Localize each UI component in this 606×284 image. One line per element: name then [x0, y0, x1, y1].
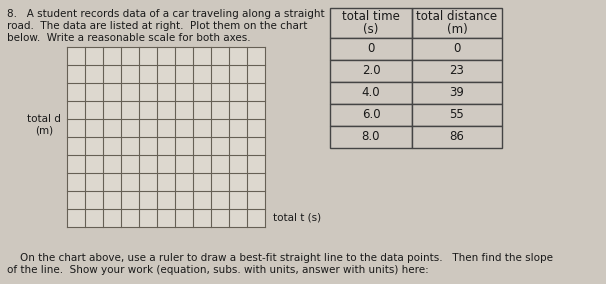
Text: (s): (s)	[364, 24, 379, 37]
Text: 8.   A student records data of a car traveling along a straight: 8. A student records data of a car trave…	[7, 9, 325, 19]
Bar	[330, 8, 412, 38]
Bar	[412, 82, 502, 104]
Bar	[330, 104, 412, 126]
Bar	[412, 38, 502, 60]
Bar	[412, 60, 502, 82]
Text: (m): (m)	[447, 24, 467, 37]
Text: total d
(m): total d (m)	[27, 114, 61, 135]
Text: 4.0: 4.0	[362, 87, 381, 99]
Text: road.  The data are listed at right.  Plot them on the chart: road. The data are listed at right. Plot…	[7, 21, 307, 31]
Text: 23: 23	[450, 64, 464, 78]
Text: 8.0: 8.0	[362, 131, 380, 143]
Text: On the chart above, use a ruler to draw a best-fit straight line to the data poi: On the chart above, use a ruler to draw …	[7, 253, 553, 263]
Text: below.  Write a reasonable scale for both axes.: below. Write a reasonable scale for both…	[7, 33, 251, 43]
Bar	[412, 8, 502, 38]
Bar	[67, 47, 265, 227]
Bar	[412, 104, 502, 126]
Bar	[412, 126, 502, 148]
Text: 0: 0	[367, 43, 375, 55]
Text: 0: 0	[453, 43, 461, 55]
Text: total time: total time	[342, 9, 400, 22]
Text: of the line.  Show your work (equation, subs. with units, answer with units) her: of the line. Show your work (equation, s…	[7, 265, 429, 275]
Text: 55: 55	[450, 108, 464, 122]
Bar	[330, 82, 412, 104]
Bar	[330, 8, 502, 38]
Bar	[330, 60, 412, 82]
Text: 2.0: 2.0	[362, 64, 381, 78]
Bar	[330, 126, 412, 148]
Text: total distance: total distance	[416, 9, 498, 22]
Bar	[330, 38, 412, 60]
Text: 86: 86	[450, 131, 464, 143]
Text: 39: 39	[450, 87, 464, 99]
Text: 6.0: 6.0	[362, 108, 381, 122]
Text: total t (s): total t (s)	[273, 213, 321, 223]
